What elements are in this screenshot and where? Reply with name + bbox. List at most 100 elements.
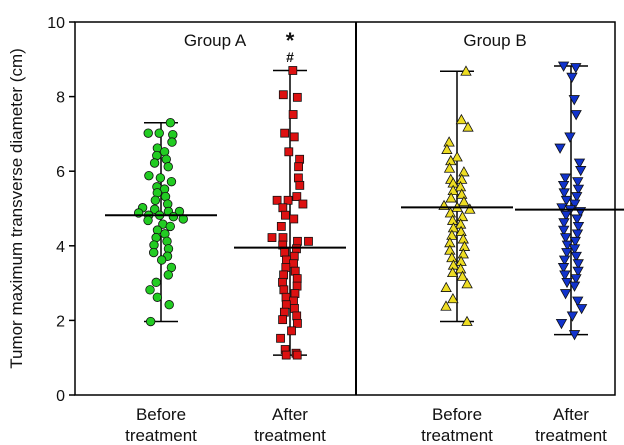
data-point (571, 214, 583, 225)
data-point (570, 63, 582, 74)
data-point (293, 236, 302, 246)
data-point (289, 214, 299, 224)
data-point (164, 300, 174, 310)
data-point (455, 113, 468, 125)
data-point (278, 315, 288, 325)
data-point (276, 333, 285, 343)
data-point (441, 143, 453, 154)
data-point (560, 195, 573, 207)
data-point (559, 233, 572, 244)
y-tick-label: 4 (56, 239, 65, 256)
data-point (281, 210, 290, 220)
data-point (458, 166, 470, 177)
data-point (569, 236, 581, 248)
data-point (280, 128, 290, 138)
data-point (292, 192, 302, 201)
data-point (151, 277, 161, 288)
data-point (298, 199, 308, 209)
data-point (292, 350, 302, 360)
data-point (165, 221, 175, 232)
data-point (566, 311, 579, 322)
data-point (289, 132, 299, 142)
data-point (457, 248, 469, 259)
y-tick-label: 8 (56, 90, 65, 107)
data-point (293, 318, 302, 328)
data-point (279, 285, 289, 295)
data-point (278, 203, 288, 213)
data-point (165, 118, 176, 128)
y-axis: 0 2 4 6 8 10 (47, 15, 75, 405)
data-point (571, 192, 583, 203)
data-point (288, 66, 298, 75)
data-point (167, 137, 177, 147)
category-label-line1: After (553, 405, 589, 424)
data-point (558, 218, 570, 229)
data-point (572, 266, 584, 277)
data-point (447, 184, 459, 195)
category-label-line2: treatment (125, 426, 197, 445)
category-label-line2: treatment (254, 426, 326, 445)
data-point (572, 296, 584, 307)
plot-frame (74, 21, 616, 396)
data-point (568, 95, 580, 106)
data-point (461, 278, 473, 289)
data-point (152, 292, 163, 302)
data-point (568, 281, 581, 292)
data-point (446, 266, 459, 278)
data-point (293, 173, 303, 183)
data-point (572, 177, 584, 188)
data-point (446, 229, 458, 240)
data-point (150, 195, 161, 205)
y-axis-label: Tumor maximum transverse diameter (cm) (7, 48, 26, 369)
data-point (572, 184, 585, 195)
data-point (440, 281, 452, 292)
data-point (571, 229, 584, 240)
data-point (564, 132, 576, 143)
data-point (290, 289, 300, 298)
data-point (575, 304, 588, 315)
data-point (558, 255, 571, 266)
data-point (570, 274, 582, 285)
data-point (560, 210, 572, 222)
data-point (281, 300, 291, 310)
data-point (292, 281, 302, 291)
data-point (444, 244, 456, 255)
data-point (464, 203, 476, 214)
data-point (295, 154, 305, 164)
data-point (143, 128, 153, 138)
data-point (575, 166, 587, 177)
data-point (292, 92, 302, 102)
data-point (557, 61, 570, 72)
y-tick-label: 2 (56, 313, 65, 330)
data-point (572, 222, 585, 233)
data-point (149, 247, 159, 258)
data-point (447, 222, 460, 233)
data-point (290, 304, 299, 313)
data-point (456, 188, 468, 199)
data-point (154, 128, 164, 138)
text-labels: Group A Group B Before treatment After treatm… (125, 28, 607, 445)
data-point (451, 151, 463, 162)
significance-star: * (286, 28, 295, 53)
data-point (572, 259, 584, 270)
data-point (558, 225, 570, 236)
data-point (292, 244, 301, 254)
data-point (461, 315, 473, 326)
data-point (145, 316, 156, 327)
data-point (554, 143, 566, 154)
data-point (150, 204, 160, 214)
panel-title: Group B (463, 31, 526, 50)
category-label-line2: treatment (535, 426, 607, 445)
data-point (289, 259, 298, 269)
data-point (446, 251, 458, 263)
y-tick-label: 0 (56, 388, 65, 405)
data-point (290, 266, 300, 276)
data-point (444, 207, 457, 218)
data-point (163, 162, 173, 172)
data-point (440, 300, 452, 311)
data-point (462, 121, 474, 132)
data-point (289, 296, 298, 306)
data-point (267, 233, 277, 242)
data-point (149, 158, 160, 168)
